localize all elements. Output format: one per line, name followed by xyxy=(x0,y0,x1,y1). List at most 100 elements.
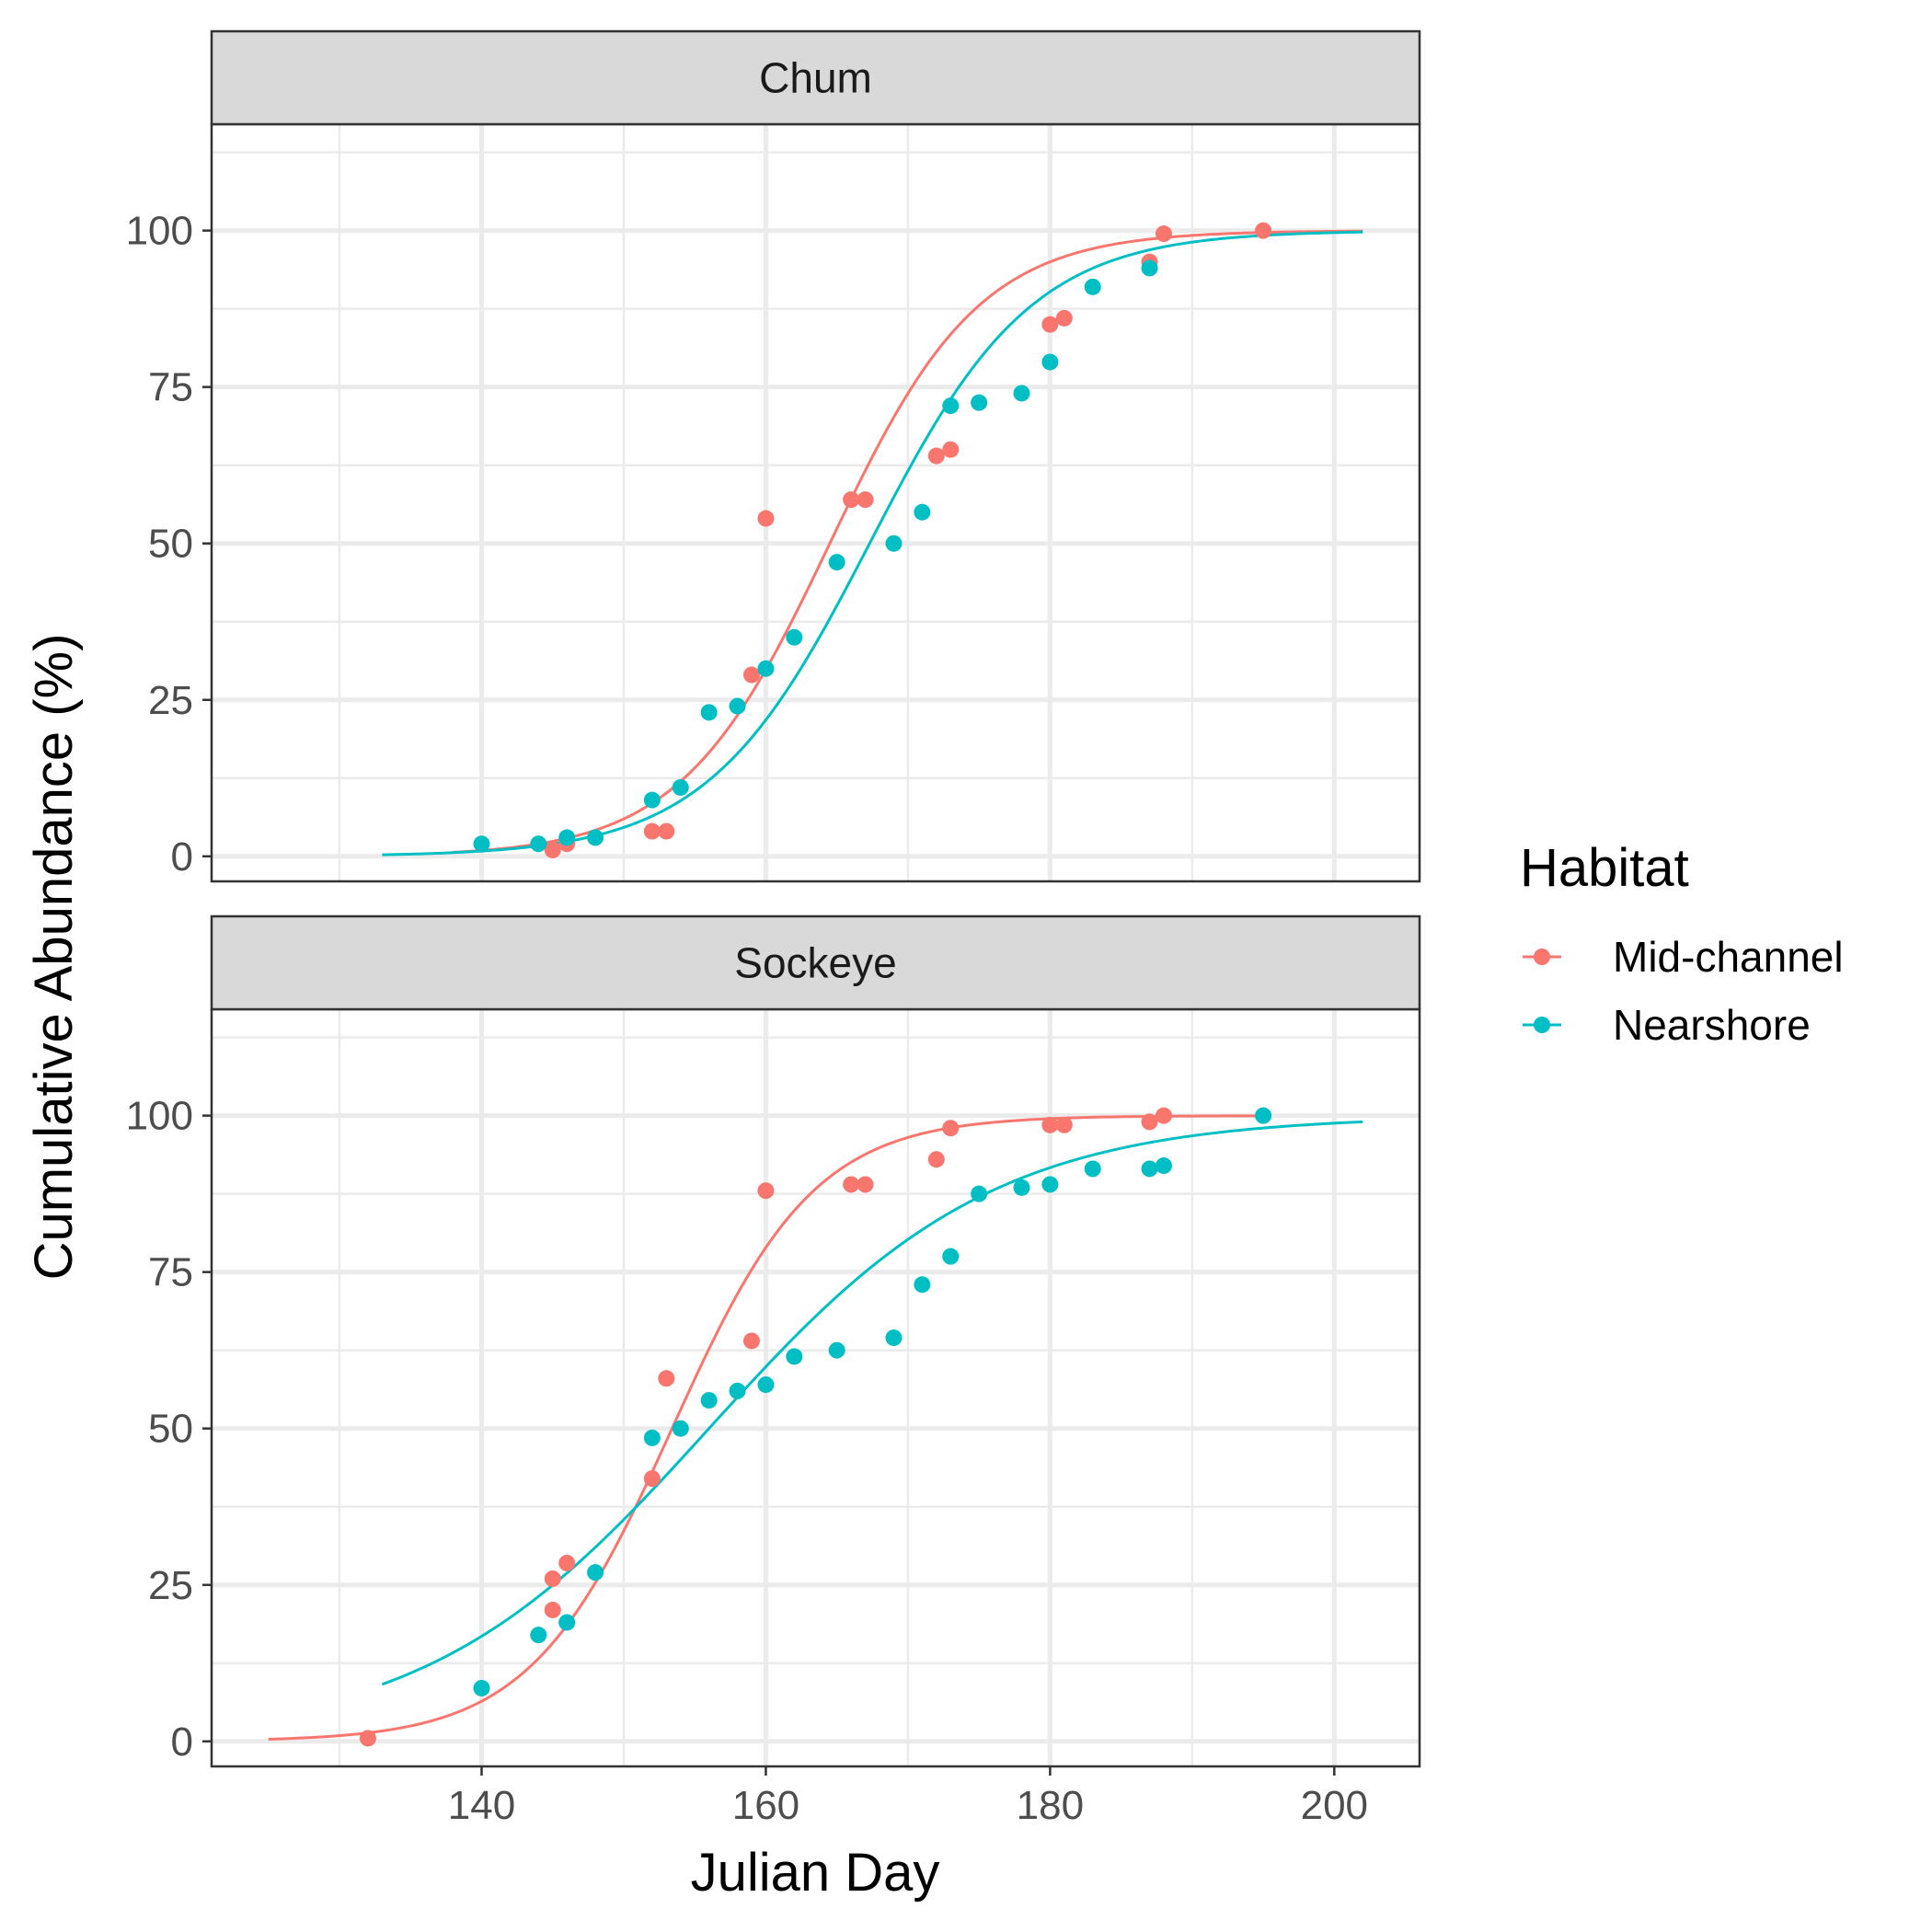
data-point-nearshore xyxy=(971,394,988,411)
panel-sockeye: Sockeye 0 25 50 75 100 140 160 180 200 xyxy=(126,914,1421,1828)
data-point-mid-channel xyxy=(942,1120,960,1137)
data-point-mid-channel xyxy=(843,1176,860,1193)
data-point-mid-channel xyxy=(857,491,874,509)
data-point-nearshore xyxy=(643,791,661,809)
data-point-nearshore xyxy=(885,535,903,552)
data-point-nearshore xyxy=(672,1420,689,1437)
data-point-mid-channel xyxy=(1141,1113,1158,1131)
data-point-mid-channel xyxy=(658,822,675,840)
data-point-nearshore xyxy=(971,1185,988,1202)
y-tick-label: 75 xyxy=(148,365,193,410)
data-point-mid-channel xyxy=(544,1601,561,1618)
data-point-nearshore xyxy=(473,835,490,853)
data-point-mid-channel xyxy=(643,1470,661,1488)
data-point-nearshore xyxy=(558,829,576,846)
fit-line-mid-channel xyxy=(268,1114,1264,1741)
data-point-nearshore xyxy=(643,1429,661,1446)
data-point-nearshore xyxy=(587,1564,604,1581)
x-tick-label: 200 xyxy=(1301,1783,1368,1828)
data-point-nearshore xyxy=(1141,1160,1158,1178)
panels: Chum 0 25 50 75 100 Sockeye 0 25 50 75 100 140 160 180… xyxy=(126,29,1421,1828)
legend: Habitat Mid-channel Nearshore xyxy=(1520,838,1844,1049)
data-point-nearshore xyxy=(1084,1160,1101,1178)
data-point-nearshore xyxy=(1084,278,1101,295)
facet-strip-label: Sockeye xyxy=(734,939,896,987)
legend-entry-mid-channel: Mid-channel xyxy=(1523,933,1844,981)
legend-key-point xyxy=(1534,949,1550,965)
data-point-nearshore xyxy=(700,704,718,721)
data-point-nearshore xyxy=(729,1382,746,1399)
data-point-mid-channel xyxy=(558,1554,576,1571)
data-point-mid-channel xyxy=(1155,225,1172,243)
data-point-nearshore xyxy=(786,1348,803,1365)
data-point-nearshore xyxy=(757,1376,775,1394)
y-tick-label: 50 xyxy=(148,522,193,567)
data-point-nearshore xyxy=(1041,1176,1059,1193)
x-tick-label: 140 xyxy=(448,1783,515,1828)
legend-label: Mid-channel xyxy=(1613,933,1844,981)
facet-strip xyxy=(210,914,1421,1011)
data-point-mid-channel xyxy=(927,447,945,465)
facet-strip-label: Chum xyxy=(759,54,872,102)
data-point-nearshore xyxy=(473,1679,490,1696)
data-point-mid-channel xyxy=(1155,1107,1172,1124)
y-tick-label: 50 xyxy=(148,1407,193,1452)
panel-chum: Chum 0 25 50 75 100 xyxy=(126,29,1421,883)
y-tick-label: 0 xyxy=(171,1719,193,1765)
data-point-mid-channel xyxy=(658,1370,675,1387)
data-point-nearshore xyxy=(914,1276,931,1294)
data-point-mid-channel xyxy=(1255,222,1272,239)
data-point-nearshore xyxy=(828,554,845,571)
facet-strip xyxy=(210,29,1421,126)
data-point-mid-channel xyxy=(544,1570,561,1587)
data-point-nearshore xyxy=(530,835,547,853)
data-point-mid-channel xyxy=(843,491,860,509)
data-point-nearshore xyxy=(942,1248,960,1265)
data-point-mid-channel xyxy=(742,1332,760,1350)
data-point-mid-channel xyxy=(359,1730,376,1747)
legend-title: Habitat xyxy=(1520,838,1689,898)
data-point-nearshore xyxy=(1255,1107,1272,1124)
data-point-nearshore xyxy=(1141,259,1158,277)
data-point-mid-channel xyxy=(857,1176,874,1193)
y-tick-label: 25 xyxy=(148,1563,193,1608)
data-point-nearshore xyxy=(828,1341,845,1359)
data-point-mid-channel xyxy=(1041,1116,1059,1133)
data-point-mid-channel xyxy=(757,1182,775,1200)
data-point-mid-channel xyxy=(1055,309,1073,327)
data-point-mid-channel xyxy=(942,441,960,458)
data-point-mid-channel xyxy=(1055,1116,1073,1133)
panel-background xyxy=(212,1009,1420,1766)
data-point-nearshore xyxy=(700,1392,718,1409)
data-point-nearshore xyxy=(530,1627,547,1644)
legend-entries: Mid-channel Nearshore xyxy=(1523,933,1844,1049)
data-point-nearshore xyxy=(757,660,775,677)
data-point-nearshore xyxy=(942,397,960,415)
y-tick-label: 75 xyxy=(148,1250,193,1295)
data-point-nearshore xyxy=(558,1614,576,1631)
x-axis-title: Julian Day xyxy=(691,1843,940,1903)
data-point-nearshore xyxy=(672,778,689,796)
legend-label: Nearshore xyxy=(1613,1001,1811,1049)
y-tick-label: 25 xyxy=(148,678,193,723)
data-point-mid-channel xyxy=(757,510,775,527)
data-point-mid-channel xyxy=(742,666,760,684)
data-point-mid-channel xyxy=(1041,316,1059,333)
y-tick-label: 0 xyxy=(171,834,193,880)
data-point-nearshore xyxy=(729,697,746,715)
x-tick-label: 160 xyxy=(732,1783,799,1828)
data-point-mid-channel xyxy=(643,822,661,840)
panel-background xyxy=(212,124,1420,881)
data-point-nearshore xyxy=(914,503,931,521)
data-point-mid-channel xyxy=(544,841,561,858)
data-point-nearshore xyxy=(1013,385,1030,402)
legend-entry-nearshore: Nearshore xyxy=(1523,1001,1811,1049)
y-tick-label: 100 xyxy=(126,1094,193,1139)
y-axis-title: Cumulative Abundance (%) xyxy=(24,634,84,1281)
data-point-nearshore xyxy=(1013,1179,1030,1196)
data-point-nearshore xyxy=(786,628,803,646)
data-point-nearshore xyxy=(1041,353,1059,371)
data-point-mid-channel xyxy=(927,1151,945,1168)
y-tick-label: 100 xyxy=(126,209,193,254)
